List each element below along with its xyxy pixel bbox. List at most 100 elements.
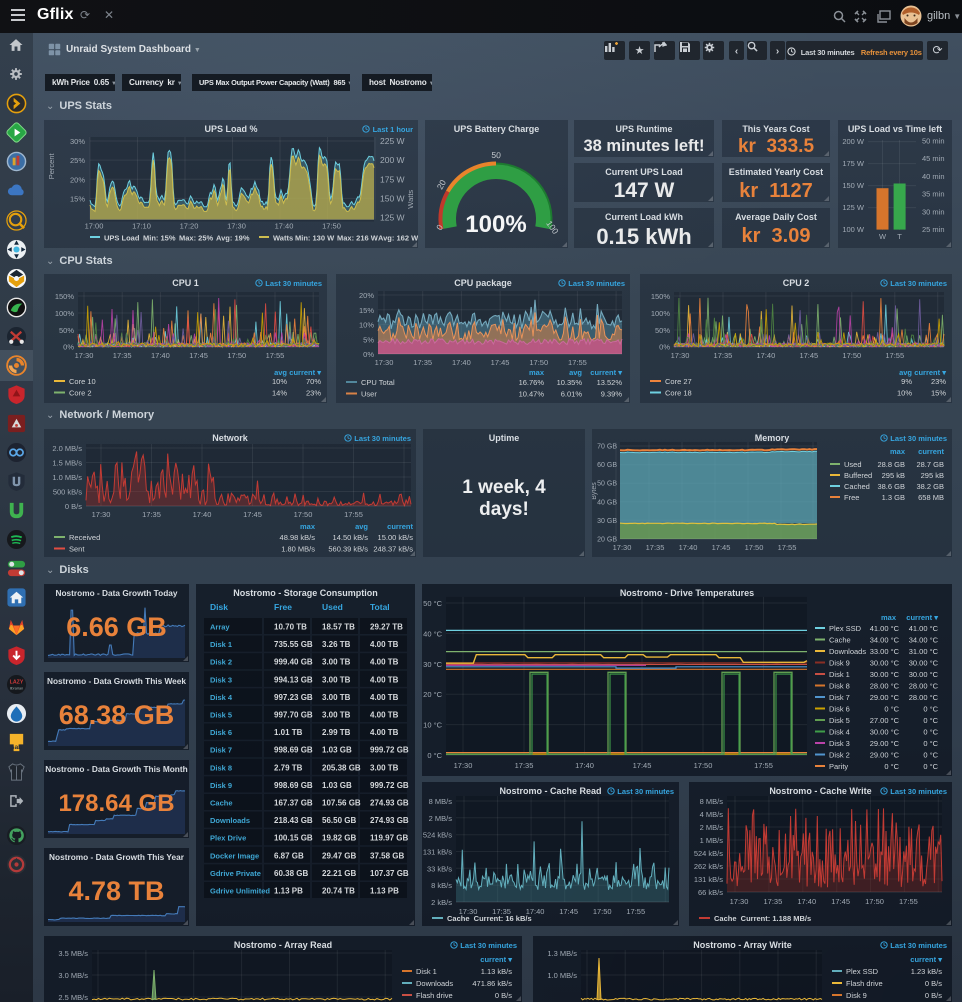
svg-text:2 MB/s: 2 MB/s [429,814,453,823]
svg-text:Max: 25%: Max: 25% [179,234,214,243]
svg-text:Watts: Watts [406,190,415,209]
svg-text:200 W: 200 W [842,137,865,146]
svg-text:13.52%: 13.52% [597,378,623,387]
svg-text:0 °C: 0 °C [923,751,938,760]
svg-text:CPU Total: CPU Total [361,378,395,387]
svg-text:Disk: Disk [210,602,228,612]
svg-text:41.00 °C: 41.00 °C [909,624,939,633]
svg-text:17:50: 17:50 [227,351,246,360]
svg-text:37.58 GB: 37.58 GB [370,851,404,860]
svg-text:17:00: 17:00 [85,222,104,231]
svg-text:Core 18: Core 18 [665,389,692,398]
svg-text:60.38 GB: 60.38 GB [274,869,308,878]
svg-text:274.93 GB: 274.93 GB [370,816,409,825]
svg-text:15%: 15% [931,389,946,398]
svg-text:Max: 216 W: Max: 216 W [337,234,379,243]
svg-text:29.00 °C: 29.00 °C [870,739,900,748]
svg-text:3.00 TB: 3.00 TB [322,711,351,720]
svg-text:Disk 4: Disk 4 [829,728,850,737]
svg-text:4.00 TB: 4.00 TB [370,711,399,720]
svg-text:1.3 GB: 1.3 GB [882,493,905,502]
svg-text:30.00 °C: 30.00 °C [909,670,939,679]
svg-text:Cached: Cached [844,482,870,491]
svg-text:998.69 GB: 998.69 GB [274,781,313,790]
svg-text:22.21 GB: 22.21 GB [322,869,356,878]
svg-text:2 kB/s: 2 kB/s [431,898,452,907]
svg-text:17:55: 17:55 [266,351,285,360]
svg-text:658 MB: 658 MB [918,493,944,502]
svg-text:29.00 °C: 29.00 °C [870,751,900,760]
svg-text:20 °C: 20 °C [423,690,442,699]
svg-text:Cache Current: 1.188 MB/s: Cache Current: 1.188 MB/s [714,914,811,923]
svg-text:17:40: 17:40 [679,543,698,552]
svg-text:1.0 MB/s: 1.0 MB/s [547,971,577,980]
svg-text:9%: 9% [901,377,912,386]
svg-text:Core 10: Core 10 [69,377,96,386]
svg-text:current ▾: current ▾ [590,368,623,377]
svg-text:262 kB/s: 262 kB/s [694,862,723,871]
svg-text:Disk 5: Disk 5 [210,711,232,720]
svg-text:max: max [529,368,545,377]
svg-text:3.0 MB/s: 3.0 MB/s [58,971,88,980]
svg-text:50 GB: 50 GB [597,481,617,488]
svg-text:current ▾: current ▾ [906,613,939,622]
svg-text:131 kB/s: 131 kB/s [423,848,452,857]
svg-text:125 W: 125 W [842,203,865,212]
svg-text:Percent: Percent [47,152,56,179]
svg-text:30.00 °C: 30.00 °C [909,659,939,668]
svg-text:17:35: 17:35 [646,543,665,552]
svg-text:Total: Total [370,602,390,612]
svg-text:66 kB/s: 66 kB/s [698,888,723,897]
svg-text:current ▾: current ▾ [910,955,943,964]
svg-text:1.13 PB: 1.13 PB [370,887,399,896]
svg-text:175 W: 175 W [842,159,865,168]
svg-text:current ▾: current ▾ [914,368,947,377]
svg-text:0 °C: 0 °C [884,762,899,771]
svg-text:current ▾: current ▾ [289,368,322,377]
svg-text:Min: 15%: Min: 15% [143,234,176,243]
svg-text:1.23 kB/s: 1.23 kB/s [911,967,943,976]
svg-text:30 GB: 30 GB [597,518,617,525]
svg-text:0 °C: 0 °C [923,728,938,737]
svg-text:40 °C: 40 °C [423,629,442,638]
svg-text:0 °C: 0 °C [923,762,938,771]
svg-text:Core 27: Core 27 [665,377,692,386]
svg-text:8 kB/s: 8 kB/s [431,881,452,890]
svg-text:Disk 8: Disk 8 [829,682,850,691]
svg-text:50%: 50% [59,326,74,335]
svg-text:17:35: 17:35 [413,358,432,367]
svg-text:999.72 GB: 999.72 GB [370,781,409,790]
svg-text:33.00 °C: 33.00 °C [870,647,900,656]
svg-text:218.43 GB: 218.43 GB [274,816,313,825]
svg-text:17:45: 17:45 [712,543,731,552]
svg-text:Parity: Parity [829,762,848,771]
svg-text:40 GB: 40 GB [597,499,617,506]
svg-text:17:50: 17:50 [529,358,548,367]
svg-text:100.15 GB: 100.15 GB [274,834,313,843]
svg-text:29.27 TB: 29.27 TB [370,623,403,632]
svg-text:34.00 °C: 34.00 °C [909,636,939,645]
svg-text:17:35: 17:35 [515,761,534,770]
svg-text:30 min: 30 min [922,207,945,216]
svg-text:17:55: 17:55 [754,761,773,770]
svg-text:274.93 GB: 274.93 GB [370,799,409,808]
svg-text:3.26 TB: 3.26 TB [322,640,351,649]
svg-text:max: max [881,613,897,622]
svg-text:4.00 TB: 4.00 TB [370,640,399,649]
svg-text:18.57 TB: 18.57 TB [322,623,355,632]
svg-text:avg: avg [569,368,582,377]
svg-text:17:40: 17:40 [797,897,816,906]
svg-text:Downloads: Downloads [416,979,453,988]
svg-text:28.00 °C: 28.00 °C [909,682,939,691]
svg-text:17:55: 17:55 [899,897,918,906]
svg-text:0%: 0% [363,350,374,359]
svg-text:27.00 °C: 27.00 °C [870,716,900,725]
svg-text:295 kB: 295 kB [921,471,944,480]
svg-text:28.8 GB: 28.8 GB [877,460,905,469]
svg-text:735.55 GB: 735.55 GB [274,640,313,649]
svg-text:Cache: Cache [829,636,851,645]
svg-text:15%: 15% [359,306,374,315]
svg-text:40 min: 40 min [922,172,945,181]
svg-text:50: 50 [491,150,501,160]
svg-text:31.00 °C: 31.00 °C [909,647,939,656]
